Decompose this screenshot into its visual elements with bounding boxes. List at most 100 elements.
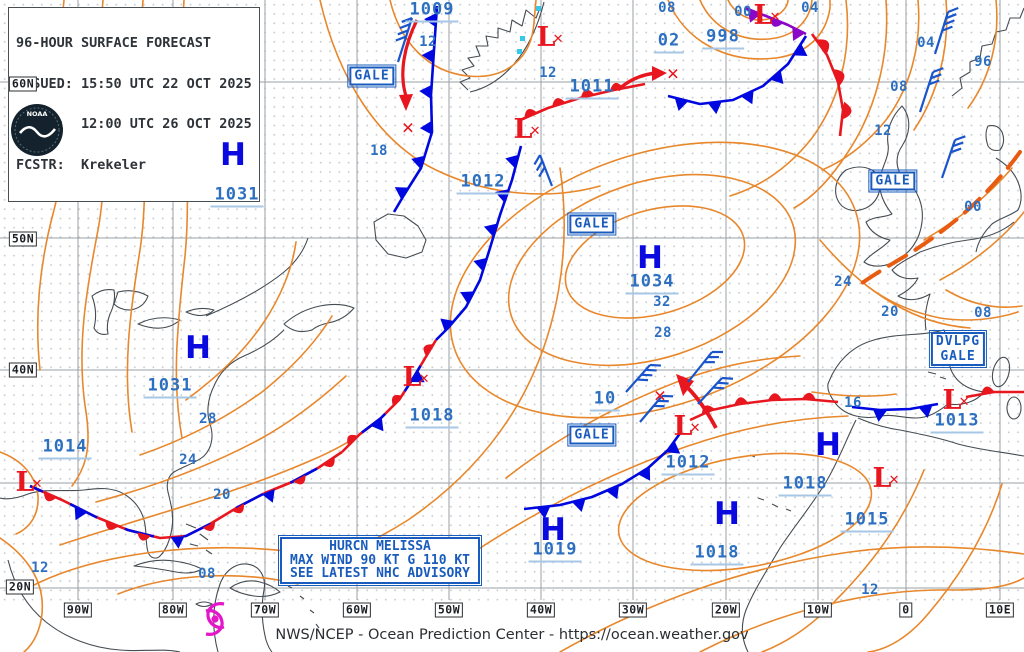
warm-front-semicircle bbox=[293, 474, 306, 485]
cold-front-triangle bbox=[370, 417, 384, 432]
gale-warning-box: GALE bbox=[567, 212, 617, 236]
longitude-label: 70W bbox=[250, 602, 280, 618]
cold-front-triangle bbox=[637, 466, 651, 481]
isobar-value-label: 20 bbox=[881, 304, 899, 320]
coast-norway bbox=[951, 7, 1024, 97]
low-pressure-symbol: L ✕ bbox=[872, 463, 900, 494]
longitude-label: 10W bbox=[803, 602, 833, 618]
cold-front-triangle bbox=[505, 154, 519, 169]
warm-front-semicircle bbox=[701, 405, 715, 415]
warm-front-semicircle bbox=[832, 69, 845, 86]
low-pressure-symbol: L ✕ bbox=[536, 22, 564, 53]
wind-barb-icon bbox=[918, 67, 944, 113]
coast-islands bbox=[185, 523, 320, 629]
pressure-label: 1012 bbox=[456, 172, 510, 195]
high-pressure-symbol: H bbox=[714, 496, 740, 532]
latitude-label: 60N bbox=[8, 76, 38, 92]
pressure-label: 1009 bbox=[405, 0, 459, 23]
cold-front bbox=[851, 402, 939, 422]
isobar-value-label: 20 bbox=[213, 487, 231, 503]
coast-jamaica bbox=[195, 601, 213, 608]
longitude-label: 90W bbox=[63, 602, 93, 618]
cold-front-triangle bbox=[536, 506, 551, 519]
hurricane-advisory-box: HURCN MELISSA MAX WIND 90 KT G 110 KT SE… bbox=[277, 535, 483, 586]
advisory-see-latest: SEE LATEST NHC ADVISORY bbox=[290, 566, 471, 581]
pressure-label: 1011 bbox=[565, 77, 619, 100]
lat-lon-gridlines bbox=[0, 0, 1024, 600]
cold-front-triangle bbox=[606, 485, 619, 500]
low-x-icon: ✕ bbox=[552, 32, 564, 47]
isobar-value-label: 00 bbox=[964, 199, 982, 215]
warm-front-semicircle bbox=[423, 344, 434, 357]
pressure-label: 1019 bbox=[528, 540, 582, 563]
cold-front-triangle bbox=[707, 101, 722, 115]
low-pressure-symbol: L ✕ bbox=[513, 114, 541, 145]
high-pressure-symbol: H bbox=[637, 240, 663, 276]
coast-greenland bbox=[459, 7, 541, 91]
pressure-label: 02 bbox=[653, 31, 685, 54]
cold-front-triangle bbox=[170, 536, 185, 549]
occluded-front bbox=[744, 6, 807, 41]
wind-barb-icon bbox=[625, 363, 662, 393]
high-pressure-symbol: H bbox=[185, 330, 211, 366]
wind-barb-icon bbox=[639, 394, 674, 423]
warm-front-semicircle bbox=[580, 89, 595, 98]
low-x-icon: ✕ bbox=[888, 473, 900, 488]
warm-front bbox=[689, 392, 839, 422]
low-pressure-symbol: L ✕ bbox=[15, 467, 43, 498]
coast-yucatan bbox=[213, 563, 273, 652]
cold-front-triangle bbox=[792, 27, 805, 41]
longitude-label: 10E bbox=[985, 602, 1015, 618]
low-x-icon: ✕ bbox=[529, 124, 541, 139]
cold-front bbox=[392, 5, 439, 213]
coast-newfoundland bbox=[373, 213, 427, 259]
pressure-label: 1013 bbox=[930, 411, 984, 434]
noaa-seagull-icon bbox=[18, 125, 57, 138]
coast-africa-north bbox=[857, 417, 1024, 457]
isobar-value-label: 04 bbox=[801, 0, 819, 16]
cold-front-triangle bbox=[793, 43, 808, 56]
cold-front bbox=[667, 35, 808, 115]
pressure-label: 1012 bbox=[661, 453, 715, 476]
longitude-label: 50W bbox=[434, 602, 464, 618]
warm-front-semicircle bbox=[841, 101, 852, 120]
warm-front-semicircle bbox=[980, 386, 995, 395]
cold-front-triangle bbox=[571, 498, 586, 512]
pressure-label: 1031 bbox=[143, 376, 197, 399]
isobar-value-label: 12 bbox=[874, 123, 892, 139]
wind-barbs bbox=[395, 6, 966, 423]
pressure-label: 1018 bbox=[405, 406, 459, 429]
wind-barb-icon bbox=[687, 350, 723, 383]
cold-front-triangle bbox=[419, 120, 433, 135]
warm-front-semicircle bbox=[801, 392, 816, 400]
longitude-label: 30W bbox=[618, 602, 648, 618]
dvlpg-gale-box: DVLPG GALE bbox=[928, 330, 988, 368]
low-x-icon: ✕ bbox=[769, 10, 781, 25]
low-x-icon: ✕ bbox=[689, 421, 701, 436]
isobar-value-label: 08 bbox=[890, 79, 908, 95]
cold-front-triangle bbox=[460, 291, 475, 304]
pressure-label: 1014 bbox=[38, 437, 92, 460]
pressure-label: 1031 bbox=[210, 185, 264, 208]
pressure-label: 998 bbox=[702, 27, 744, 50]
hurricane-symbol bbox=[205, 602, 225, 636]
wind-barb-icon bbox=[697, 376, 734, 405]
cold-front bbox=[435, 145, 523, 341]
stationary-front bbox=[341, 339, 438, 453]
cold-front-triangle bbox=[674, 97, 689, 112]
wind-barb-icon bbox=[533, 154, 554, 187]
motion-arrows bbox=[399, 19, 718, 429]
cold-front-triangle bbox=[419, 84, 432, 99]
isobar-value-label: 08 bbox=[974, 305, 992, 321]
warm-front-semicircle bbox=[202, 521, 216, 531]
isobar-value-label: 04 bbox=[917, 35, 935, 51]
coast-france bbox=[891, 251, 931, 331]
pressure-label: 1015 bbox=[840, 510, 894, 533]
isobar-value-label: 12 bbox=[419, 34, 437, 50]
coast-africa-west bbox=[741, 419, 857, 652]
ice-edge-dots bbox=[517, 6, 541, 54]
coast-ireland bbox=[835, 166, 881, 212]
noaa-logo: NOAA bbox=[10, 103, 64, 157]
